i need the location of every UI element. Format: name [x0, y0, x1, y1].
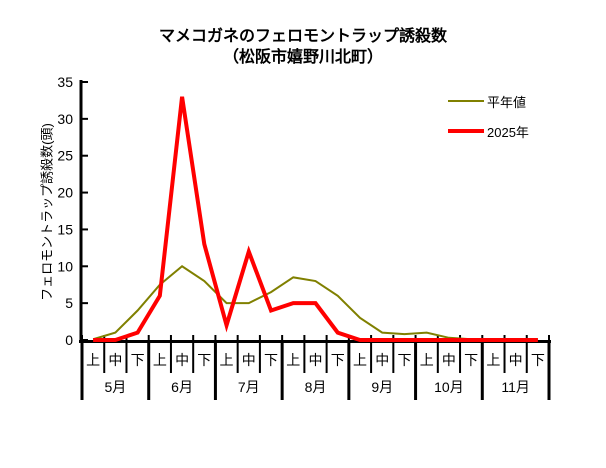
x-period-label: 下	[531, 352, 545, 368]
y-tick-label: 25	[57, 148, 73, 164]
y-tick-label: 5	[65, 295, 73, 311]
y-tick-label: 20	[57, 185, 73, 201]
legend-label-2025: 2025年	[487, 124, 529, 140]
chart-title-line2: （松阪市嬉野川北町）	[222, 49, 383, 66]
x-period-label: 中	[509, 352, 523, 368]
x-period-label: 中	[375, 352, 389, 368]
y-tick-label: 15	[57, 221, 73, 237]
x-period-label: 上	[420, 352, 434, 368]
x-period-label: 上	[486, 352, 500, 368]
x-period-label: 中	[108, 352, 122, 368]
x-month-label: 6月	[171, 379, 193, 395]
x-period-label: 上	[153, 352, 167, 368]
y-tick-label: 35	[57, 74, 73, 90]
x-month-label: 10月	[434, 379, 464, 395]
y-tick-label: 0	[65, 332, 73, 348]
chart-legend: 平年値 2025年	[448, 92, 529, 152]
x-month-label: 11月	[501, 379, 530, 395]
x-period-label: 中	[242, 352, 256, 368]
x-period-label: 下	[264, 352, 278, 368]
x-period-label: 上	[220, 352, 234, 368]
x-period-label: 下	[197, 352, 211, 368]
x-period-label: 中	[442, 352, 456, 368]
y-tick-label: 30	[57, 111, 73, 127]
legend-line-sample-heinen	[448, 100, 484, 102]
x-period-label: 上	[86, 352, 100, 368]
x-period-label: 上	[353, 352, 367, 368]
x-period-label: 下	[331, 352, 345, 368]
legend-item-heinen: 平年値	[448, 92, 529, 110]
x-period-label: 下	[131, 352, 145, 368]
series-line-1	[93, 96, 538, 342]
y-tick-label: 10	[57, 258, 73, 274]
chart-title-line1: マメコガネのフェロモントラップ誘殺数	[158, 28, 447, 45]
x-period-label: 下	[397, 352, 411, 368]
x-period-label: 上	[286, 352, 300, 368]
x-month-label: 7月	[238, 379, 260, 395]
x-period-label: 中	[175, 352, 189, 368]
x-period-label: 下	[464, 352, 478, 368]
legend-item-2025: 2025年	[448, 122, 529, 140]
x-month-label: 9月	[371, 379, 393, 395]
legend-label-heinen: 平年値	[487, 94, 527, 110]
x-month-label: 5月	[104, 379, 126, 395]
chart-title: マメコガネのフェロモントラップ誘殺数 （松阪市嬉野川北町）	[0, 26, 606, 68]
legend-line-sample-2025	[448, 129, 484, 133]
x-month-label: 8月	[305, 379, 327, 395]
x-period-label: 中	[309, 352, 323, 368]
